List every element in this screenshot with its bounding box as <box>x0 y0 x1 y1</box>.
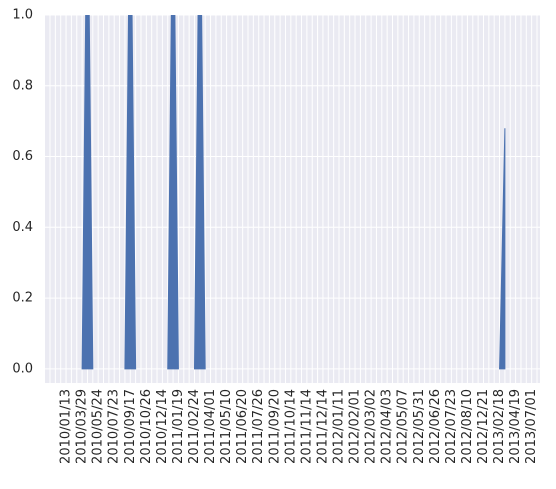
x-tick-label: 2012/06/26 <box>428 389 443 464</box>
x-tick-label: 2011/07/26 <box>251 389 266 464</box>
x-tick-label: 2012/07/23 <box>444 389 459 464</box>
x-tick-label: 2011/02/24 <box>187 389 202 464</box>
x-tick-label: 2012/05/31 <box>412 389 427 464</box>
x-tick-label: 2013/07/01 <box>524 389 539 464</box>
x-tick-label: 2012/05/07 <box>396 389 411 464</box>
x-tick-label: 2012/08/10 <box>460 389 475 464</box>
y-tick-label: 0.4 <box>12 220 33 235</box>
x-tick-label: 2010/09/17 <box>123 389 138 464</box>
x-tick-label: 2011/12/14 <box>315 389 330 464</box>
y-tick-label: 0.2 <box>12 291 33 306</box>
area <box>499 128 506 370</box>
x-tick-label: 2011/10/14 <box>283 389 298 464</box>
x-tick-label: 2011/06/20 <box>235 389 250 464</box>
x-tick-label: 2011/04/01 <box>203 389 218 464</box>
x-tick-label: 2010/01/13 <box>59 389 74 464</box>
x-tick-label: 2012/01/11 <box>331 389 346 464</box>
y-tick-label: 0.6 <box>12 149 33 164</box>
y-tick-label: 0.0 <box>12 361 33 376</box>
x-tick-label: 2011/11/14 <box>299 389 314 464</box>
x-tick-label: 2012/04/03 <box>380 389 395 464</box>
x-tick-label: 2013/04/19 <box>508 389 523 464</box>
x-tick-label: 2010/12/14 <box>155 389 170 464</box>
area <box>167 15 179 370</box>
x-tick-label: 2011/09/20 <box>267 389 282 464</box>
x-tick-label: 2011/05/10 <box>219 389 234 464</box>
x-tick-label: 2013/02/18 <box>492 389 507 464</box>
area <box>124 15 137 370</box>
x-tick-label: 2011/01/19 <box>171 389 186 464</box>
x-tick-label: 2010/10/26 <box>139 389 154 464</box>
marks <box>81 15 506 370</box>
x-tick-label: 2012/02/01 <box>348 389 363 464</box>
x-tick-label: 2012/12/21 <box>476 389 491 464</box>
y-tick-label: 0.8 <box>12 78 33 93</box>
area <box>81 15 94 370</box>
area <box>193 15 206 370</box>
x-tick-label: 2010/05/24 <box>91 389 106 464</box>
x-tick-label: 2010/03/29 <box>75 389 90 464</box>
y-tick-label: 1.0 <box>12 8 33 23</box>
x-tick-label: 2012/03/02 <box>364 389 379 464</box>
x-tick-label: 2010/07/23 <box>107 389 122 464</box>
